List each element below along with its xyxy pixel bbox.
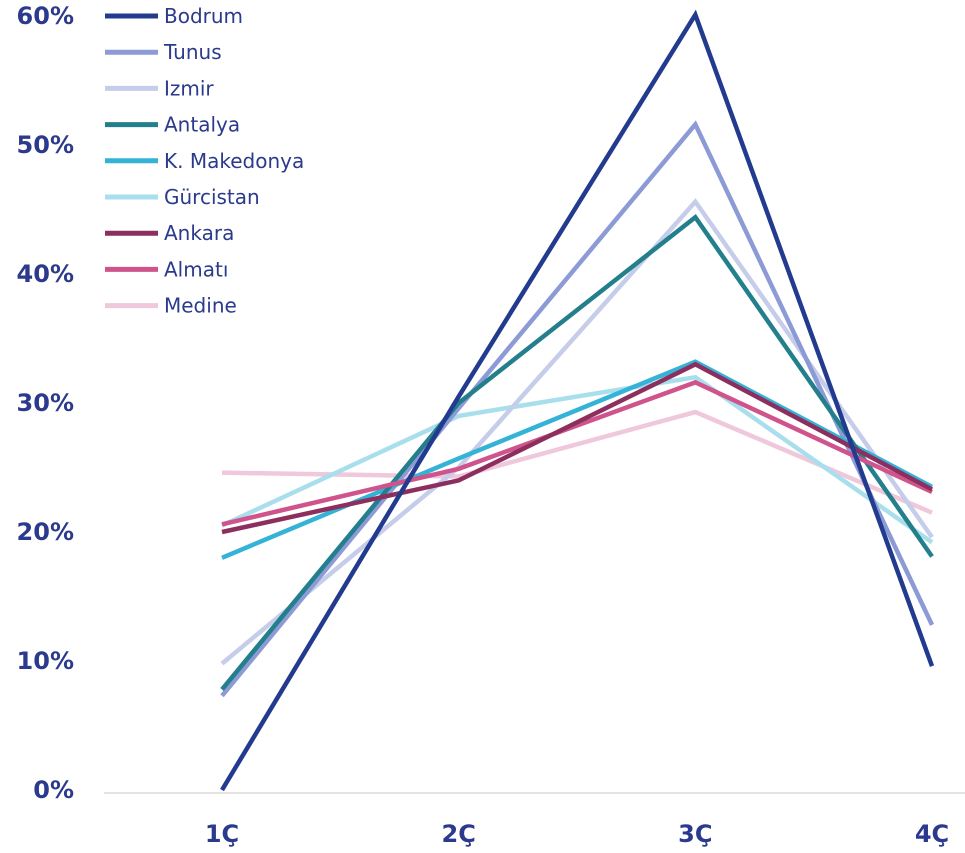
x-tick-label: 2Ç — [442, 820, 476, 848]
y-tick-label: 0% — [33, 776, 74, 804]
legend-label: Izmir — [164, 76, 214, 100]
series-line-gürcistan — [221, 374, 934, 545]
series-line-almatı — [221, 379, 933, 527]
legend-label: Antalya — [164, 113, 240, 137]
legend: Bodrum Tunus Izmir Antalya K. Makedonya Gürci… — [105, 4, 304, 318]
series-line-ankara — [221, 361, 934, 535]
x-tick-label: 4Ç — [915, 820, 949, 848]
legend-label: Bodrum — [164, 4, 243, 28]
y-tick-label: 30% — [17, 389, 74, 417]
y-axis: 0% 10% 20% 30% 40% 50% 60% — [17, 2, 74, 804]
x-tick-label: 3Ç — [678, 820, 712, 848]
series-line-tunus — [220, 120, 935, 698]
series-lines — [220, 9, 935, 792]
y-tick-label: 40% — [17, 260, 74, 288]
y-tick-label: 20% — [17, 518, 74, 546]
y-tick-label: 10% — [17, 647, 74, 675]
x-tick-label: 1Ç — [205, 820, 239, 848]
legend-label: Medine — [164, 294, 237, 318]
x-axis: 1Ç 2Ç 3Ç 4Ç — [104, 792, 965, 848]
series-line-bodrum — [220, 9, 935, 792]
series-line-k-makedonya — [221, 359, 934, 560]
legend-label: Gürcistan — [164, 185, 260, 209]
legend-label: Almatı — [164, 257, 228, 281]
legend-label: Ankara — [164, 221, 234, 245]
series-line-antalya — [220, 214, 934, 691]
legend-label: K. Makedonya — [164, 149, 304, 173]
legend-label: Tunus — [163, 40, 222, 64]
y-tick-label: 50% — [17, 131, 74, 159]
y-tick-label: 60% — [17, 2, 74, 30]
